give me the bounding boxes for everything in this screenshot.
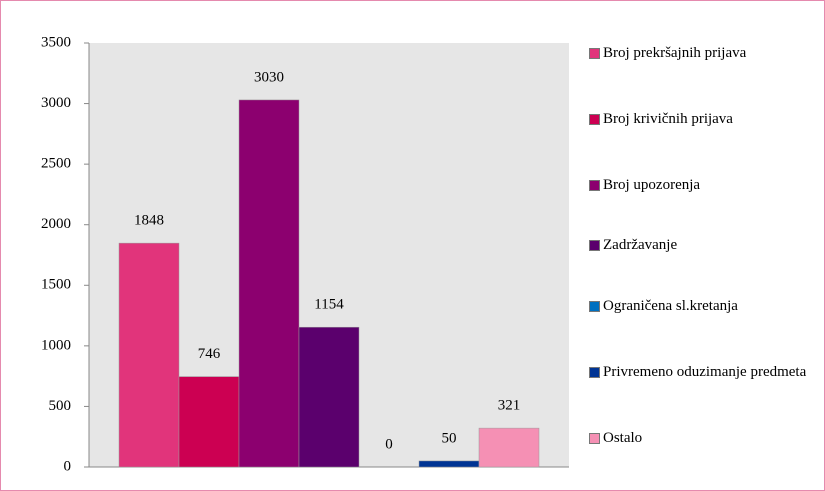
data-label: 3030: [254, 69, 284, 85]
bar: [418, 460, 480, 468]
legend-swatch: [589, 367, 600, 378]
y-tick-label: 3500: [41, 34, 71, 50]
y-tick-label: 500: [49, 398, 72, 414]
bar: [298, 326, 360, 468]
data-label: 746: [198, 346, 221, 362]
y-tick-label: 2000: [41, 216, 71, 232]
legend-label: Broj upozorenja: [603, 177, 701, 193]
data-label: 1848: [134, 213, 164, 229]
legend-label: Broj prekršajnih prijava: [603, 45, 747, 61]
y-tick-label: 1500: [41, 277, 71, 293]
legend-label: Ograničena sl.kretanja: [603, 298, 738, 314]
bar: [178, 376, 240, 468]
data-label: 50: [442, 430, 457, 446]
y-tick-label: 1000: [41, 337, 71, 353]
legend-item: Broj prekršajnih prijava: [589, 43, 814, 63]
y-tick-label: 2500: [41, 156, 71, 172]
legend-label: Privremeno oduzimanje predmeta: [603, 364, 807, 380]
legend-swatch: [589, 180, 600, 191]
legend-swatch: [589, 301, 600, 312]
legend-swatch: [589, 433, 600, 444]
bar: [118, 242, 180, 468]
legend-item: Privremeno oduzimanje predmeta: [589, 362, 814, 382]
data-label: 321: [498, 398, 521, 414]
legend-label: Broj krivičnih prijava: [603, 111, 733, 127]
legend-item: Zadržavanje: [589, 235, 814, 255]
data-label: 1154: [314, 297, 344, 313]
legend-swatch: [589, 48, 600, 59]
legend-item: Ostalo: [589, 428, 814, 448]
y-tick-label: 0: [64, 458, 72, 474]
bar: [238, 99, 300, 468]
legend-label: Zadržavanje: [603, 237, 678, 253]
legend-label: Ostalo: [603, 430, 643, 446]
bar: [478, 427, 540, 468]
legend-swatch: [589, 114, 600, 125]
legend-item: Broj krivičnih prijava: [589, 109, 814, 129]
legend-item: Broj upozorenja: [589, 175, 814, 195]
legend-swatch: [589, 240, 600, 251]
data-label: 0: [385, 436, 393, 452]
legend-item: Ograničena sl.kretanja: [589, 296, 814, 316]
y-tick-label: 3000: [41, 95, 71, 111]
